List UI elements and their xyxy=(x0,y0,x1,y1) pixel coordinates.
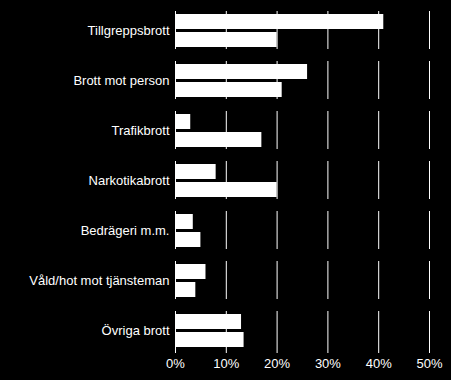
svg-text:Tillgreppsbrott: Tillgreppsbrott xyxy=(88,23,170,38)
svg-text:20%: 20% xyxy=(264,356,290,371)
svg-text:30%: 30% xyxy=(315,356,341,371)
svg-text:Brott mot person: Brott mot person xyxy=(73,73,169,88)
svg-text:Övriga brott: Övriga brott xyxy=(102,323,170,338)
svg-text:50%: 50% xyxy=(416,356,442,371)
svg-text:10%: 10% xyxy=(213,356,239,371)
svg-text:0%: 0% xyxy=(166,356,185,371)
svg-text:Våld/hot mot tjänsteman: Våld/hot mot tjänsteman xyxy=(29,273,169,288)
svg-text:Trafikbrott: Trafikbrott xyxy=(111,123,169,138)
svg-text:40%: 40% xyxy=(366,356,392,371)
svg-text:Narkotikabrott: Narkotikabrott xyxy=(89,173,170,188)
svg-text:Bedrägeri m.m.: Bedrägeri m.m. xyxy=(81,223,170,238)
